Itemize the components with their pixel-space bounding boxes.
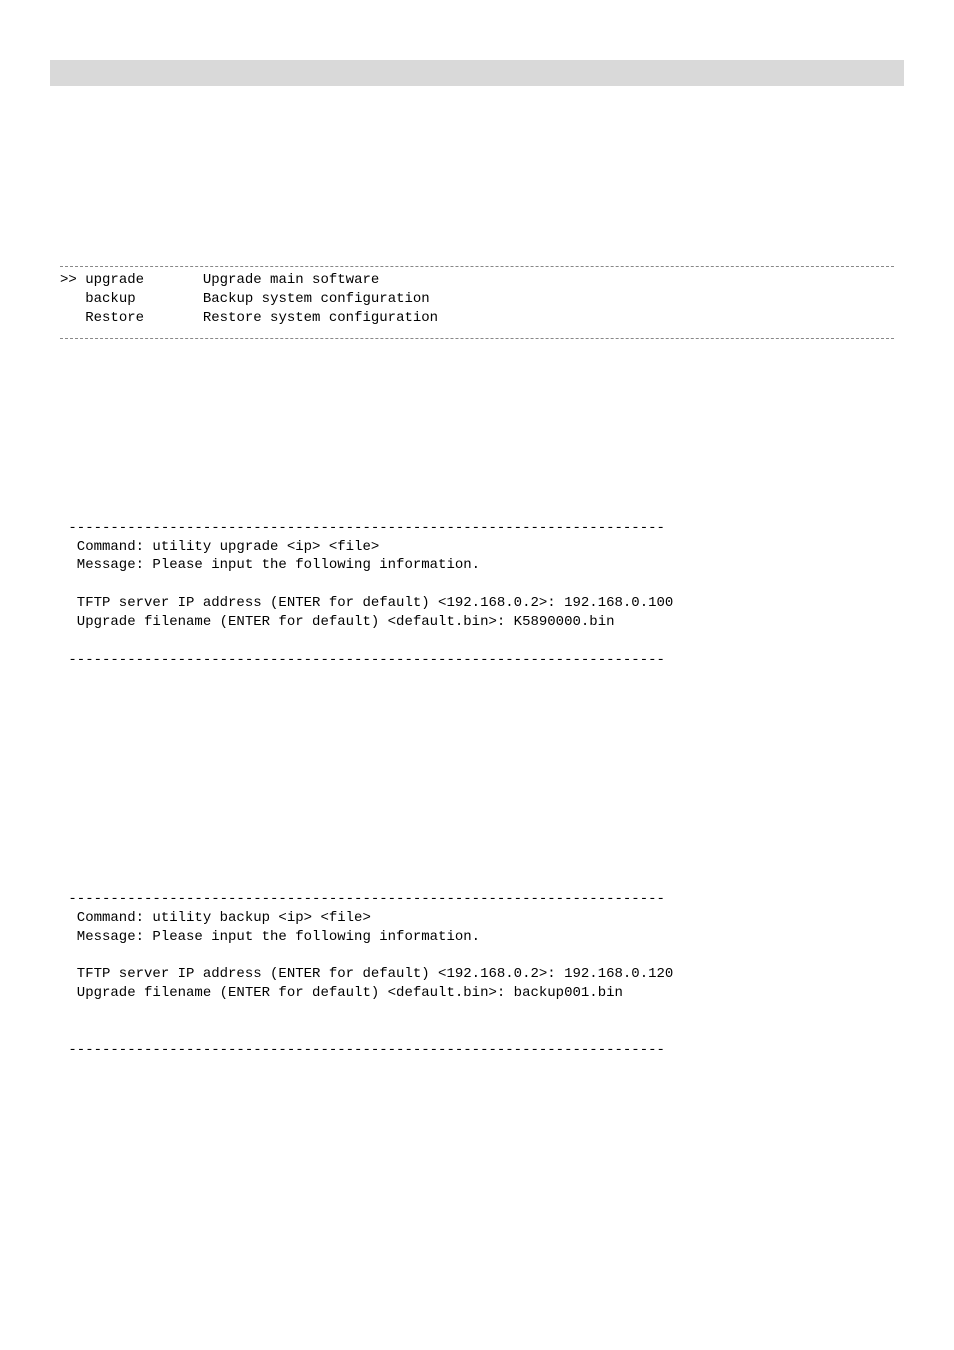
dash-line-bottom: ----------------------------------------… xyxy=(60,652,665,668)
filename-line: Upgrade filename (ENTER for default) <de… xyxy=(60,614,615,630)
command-line: Command: utility backup <ip> <file> xyxy=(60,910,371,926)
cmd-row-restore: Restore Restore system configuration xyxy=(60,310,438,326)
cmd-row-backup: backup Backup system configuration xyxy=(60,291,430,307)
cmd-row-upgrade: >> upgrade Upgrade main software xyxy=(60,272,379,288)
page-content: >> upgrade Upgrade main software backup … xyxy=(0,0,954,1120)
tftp-line: TFTP server IP address (ENTER for defaul… xyxy=(60,595,673,611)
command-table: >> upgrade Upgrade main software backup … xyxy=(60,266,894,339)
message-line: Message: Please input the following info… xyxy=(60,557,480,573)
command-line: Command: utility upgrade <ip> <file> xyxy=(60,539,379,555)
message-line: Message: Please input the following info… xyxy=(60,929,480,945)
dash-line-top: ----------------------------------------… xyxy=(60,891,665,907)
filename-line: Upgrade filename (ENTER for default) <de… xyxy=(60,985,623,1001)
tftp-line: TFTP server IP address (ENTER for defaul… xyxy=(60,966,673,982)
terminal-block-backup: ----------------------------------------… xyxy=(60,890,894,1060)
terminal-block-upgrade: ----------------------------------------… xyxy=(60,519,894,670)
header-bar xyxy=(50,60,904,86)
dash-line-top: ----------------------------------------… xyxy=(60,520,665,536)
dash-line-bottom: ----------------------------------------… xyxy=(60,1042,665,1058)
